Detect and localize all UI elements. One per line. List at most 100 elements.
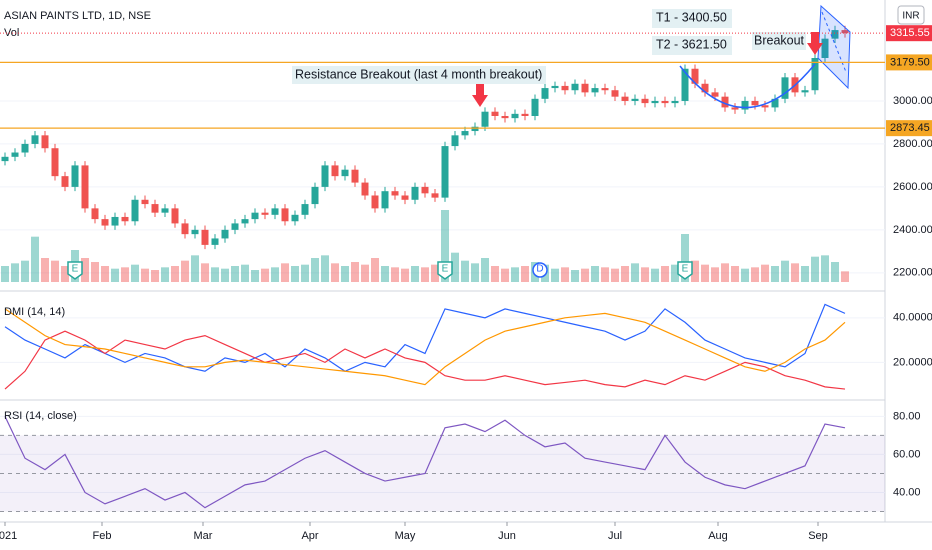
volume-bar bbox=[371, 258, 379, 282]
candle-body bbox=[651, 100, 659, 104]
arrow-head bbox=[472, 95, 488, 107]
volume-bar bbox=[261, 268, 269, 282]
level-label: 3179.50 bbox=[890, 56, 930, 68]
volume-bar bbox=[761, 264, 769, 282]
candle-body bbox=[251, 212, 259, 220]
volume-bar bbox=[491, 266, 499, 282]
volume-bar bbox=[771, 266, 779, 282]
volume-bar bbox=[841, 271, 849, 282]
volume-bar bbox=[701, 264, 709, 282]
candle-body bbox=[281, 208, 289, 222]
candle-body bbox=[511, 113, 519, 119]
volume-bar bbox=[251, 270, 259, 282]
volume-bar bbox=[341, 266, 349, 282]
y-tick-label: 2600.00 bbox=[893, 181, 932, 193]
candle-body bbox=[641, 98, 649, 104]
volume-bar bbox=[511, 267, 519, 282]
volume-bar bbox=[271, 267, 279, 282]
candle-body bbox=[151, 204, 159, 213]
volume-bar bbox=[601, 267, 609, 282]
annotation-box bbox=[652, 36, 732, 55]
x-tick-label: Apr bbox=[301, 530, 318, 542]
volume-bar bbox=[411, 266, 419, 282]
y-tick-label: 2800.00 bbox=[893, 138, 932, 150]
volume-bar bbox=[11, 263, 19, 282]
candle-body bbox=[41, 135, 49, 149]
candle-body bbox=[691, 68, 699, 84]
candle-body bbox=[431, 193, 439, 198]
event-marker: D bbox=[532, 262, 548, 278]
volume-bar bbox=[481, 258, 489, 282]
candle-body bbox=[611, 90, 619, 97]
event-marker: E bbox=[677, 261, 693, 280]
event-badge bbox=[532, 262, 548, 278]
candle-body bbox=[571, 83, 579, 91]
volume-bar bbox=[681, 234, 689, 282]
volume-bar bbox=[471, 263, 479, 282]
y-tick-label: 3000.00 bbox=[893, 95, 932, 107]
volume-bar bbox=[381, 266, 389, 282]
event-label: E bbox=[72, 264, 79, 275]
plot: 2200.00 2400.00 2600.00 2800.00 3000.00 E E D E 2… bbox=[0, 25, 932, 512]
x-tick-label: Sep bbox=[808, 530, 828, 542]
candle-body bbox=[361, 182, 369, 196]
volume-bar bbox=[741, 268, 749, 282]
annotation: T1 - 3400.50 bbox=[656, 10, 727, 24]
volume-bar bbox=[41, 258, 49, 282]
volume-bar bbox=[461, 260, 469, 282]
volume-bar bbox=[281, 263, 289, 282]
arrow-head bbox=[807, 43, 823, 55]
volume-bar bbox=[151, 270, 159, 282]
volume-bar bbox=[521, 266, 529, 282]
volume-bar bbox=[21, 260, 29, 282]
candle-body bbox=[741, 100, 749, 110]
volume-bar bbox=[731, 266, 739, 282]
y-tick-label: 20.0000 bbox=[893, 356, 932, 368]
candle-body bbox=[541, 88, 549, 99]
volume-bar bbox=[31, 236, 39, 282]
series-line bbox=[4, 303, 846, 372]
candle-body bbox=[61, 176, 69, 187]
volume-bar bbox=[171, 266, 179, 282]
series-line bbox=[4, 330, 846, 390]
candle-body bbox=[811, 58, 819, 91]
volume-bar bbox=[141, 268, 149, 282]
candle-body bbox=[521, 113, 529, 116]
volume-bar bbox=[781, 260, 789, 282]
candle-body bbox=[501, 116, 509, 119]
volume-bar bbox=[131, 264, 139, 282]
series-line bbox=[4, 308, 846, 386]
volume-bar bbox=[721, 263, 729, 282]
volume-bar bbox=[351, 262, 359, 282]
candle-body bbox=[1, 156, 9, 162]
candle-body bbox=[221, 229, 229, 239]
volume-bar bbox=[811, 256, 819, 282]
currency-badge[interactable] bbox=[897, 5, 925, 25]
candle-body bbox=[11, 152, 19, 157]
candle-body bbox=[421, 186, 429, 194]
event-label: D bbox=[536, 264, 543, 275]
volume-bar bbox=[111, 268, 119, 282]
volume-bar bbox=[641, 267, 649, 282]
volume-bar bbox=[101, 266, 109, 282]
volume-bar bbox=[51, 260, 59, 282]
volume-bar bbox=[431, 264, 439, 282]
pane-title: RSI (14, close) bbox=[4, 410, 77, 422]
volume-bar bbox=[691, 260, 699, 282]
event-badge bbox=[437, 261, 453, 280]
volume-bar bbox=[711, 267, 719, 282]
volume-bar bbox=[421, 267, 429, 282]
x-tick-label: 2021 bbox=[0, 530, 17, 542]
candle-body bbox=[681, 68, 689, 101]
level-badge bbox=[886, 54, 932, 71]
volume-bar bbox=[441, 210, 449, 282]
pane-title: DMI (14, 14) bbox=[4, 306, 65, 318]
candle-body bbox=[351, 169, 359, 183]
candle-body bbox=[411, 186, 419, 200]
level-badge bbox=[886, 25, 932, 42]
candle-body bbox=[621, 96, 629, 101]
volume-bar bbox=[551, 268, 559, 282]
arrow-shaft bbox=[811, 32, 819, 44]
